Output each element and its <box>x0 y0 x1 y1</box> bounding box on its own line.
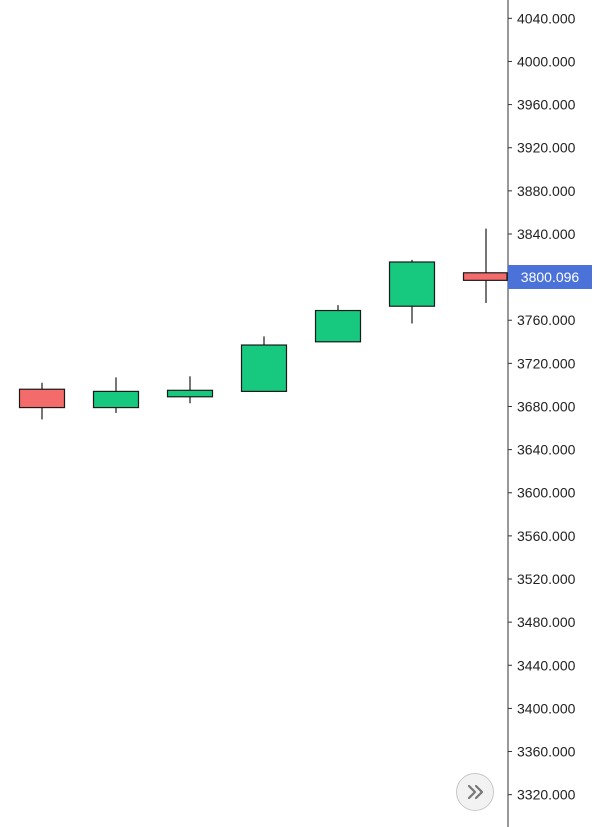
y-axis-tick-label: 3600.000 <box>517 485 576 501</box>
candle-body-up <box>314 309 362 343</box>
y-axis-tick-label: 3320.000 <box>517 787 576 803</box>
candles-layer <box>18 228 508 420</box>
candle-body-up <box>240 344 288 392</box>
y-axis-tick-label: 3640.000 <box>517 442 576 458</box>
current-price-tag: 3800.096 <box>508 265 592 290</box>
y-axis-tick-label: 3760.000 <box>517 312 576 328</box>
current-price-label: 3800.096 <box>521 269 580 285</box>
y-axis-ticks: 4040.000 4000.000 3960.000 3920.000 3880.000… <box>508 10 576 803</box>
candle <box>388 259 436 324</box>
candle <box>314 305 362 343</box>
y-axis-tick-label: 3880.000 <box>517 183 576 199</box>
candle <box>166 376 214 404</box>
scroll-to-realtime-button[interactable] <box>456 773 494 811</box>
y-axis-tick-label: 3920.000 <box>517 140 576 156</box>
y-axis-tick-label: 3680.000 <box>517 398 576 414</box>
candle-body-down <box>462 272 508 281</box>
y-axis-tick-label: 3440.000 <box>517 657 576 673</box>
y-axis-tick-label: 3520.000 <box>517 571 576 587</box>
candle <box>240 336 288 392</box>
y-axis-tick-label: 3960.000 <box>517 97 576 113</box>
candle-body-up <box>92 390 140 409</box>
candle <box>92 377 140 413</box>
y-axis-tick-label: 4040.000 <box>517 10 576 26</box>
y-axis-tick-label: 3840.000 <box>517 226 576 242</box>
y-axis-tick-label: 4000.000 <box>517 53 576 69</box>
y-axis-tick-label: 3400.000 <box>517 700 576 716</box>
current-price-tag-background <box>508 265 592 290</box>
candle-body-up <box>388 261 436 307</box>
y-axis-tick-label: 3560.000 <box>517 528 576 544</box>
candle-body-down <box>18 388 66 409</box>
y-axis-tick-label: 3480.000 <box>517 614 576 630</box>
candle <box>462 228 508 303</box>
y-axis-tick-label: 3360.000 <box>517 744 576 760</box>
double-chevron-right-icon <box>467 784 484 800</box>
y-axis-tick-label: 3720.000 <box>517 355 576 371</box>
candle-body-up <box>166 389 214 398</box>
candle <box>18 382 66 420</box>
